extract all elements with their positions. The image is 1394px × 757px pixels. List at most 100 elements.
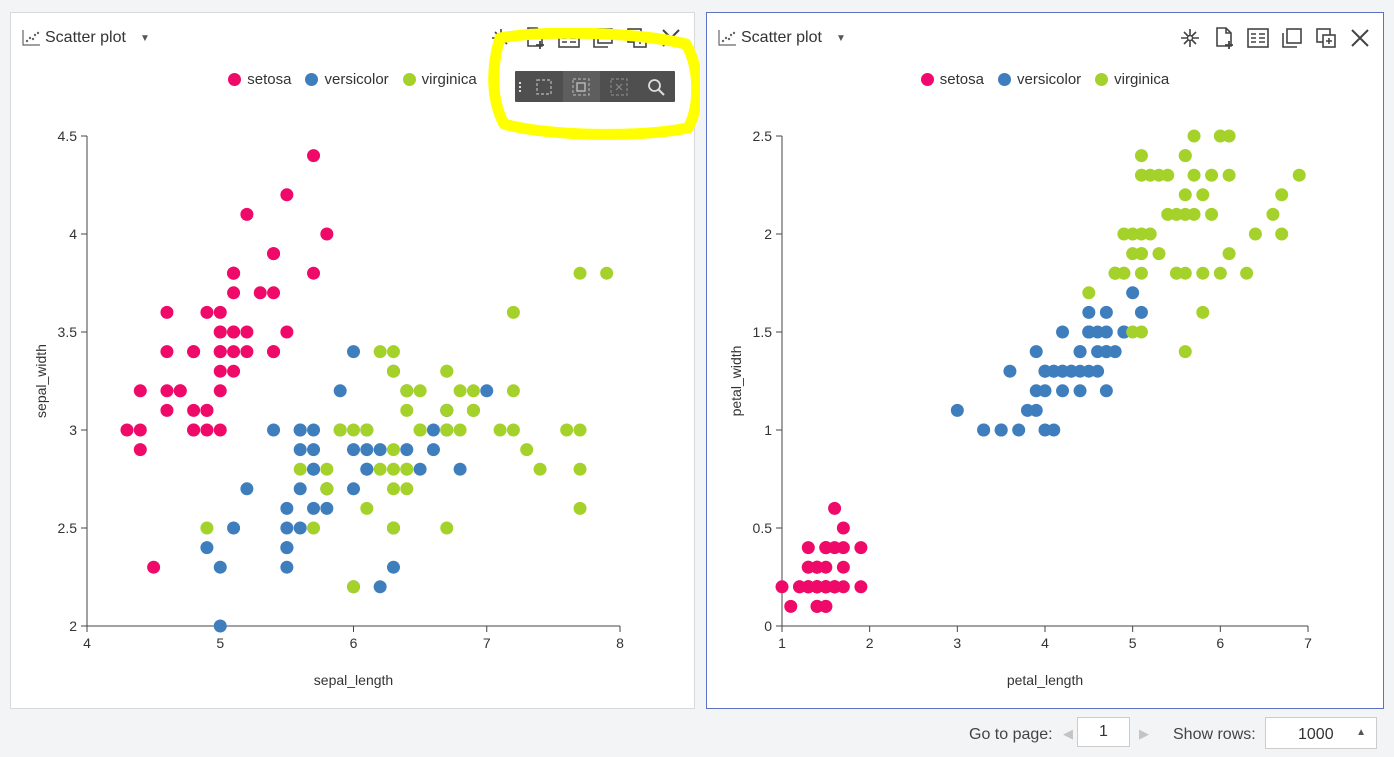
legend-item-setosa[interactable]: setosa xyxy=(920,71,984,88)
data-point-setosa[interactable] xyxy=(836,560,850,574)
chevron-down-icon[interactable]: ▼ xyxy=(139,32,150,44)
data-point-versicolor[interactable] xyxy=(333,384,347,398)
data-point-setosa[interactable] xyxy=(819,541,833,555)
data-point-versicolor[interactable] xyxy=(1108,345,1122,359)
data-point-virginica[interactable] xyxy=(573,501,587,515)
data-point-setosa[interactable] xyxy=(213,345,227,359)
data-point-virginica[interactable] xyxy=(1205,207,1219,221)
data-point-versicolor[interactable] xyxy=(280,541,294,555)
chevron-down-icon[interactable]: ▼ xyxy=(835,32,846,44)
data-point-virginica[interactable] xyxy=(386,482,400,496)
data-point-virginica[interactable] xyxy=(440,403,454,417)
data-point-setosa[interactable] xyxy=(160,305,174,319)
data-point-versicolor[interactable] xyxy=(280,501,294,515)
data-point-virginica[interactable] xyxy=(386,364,400,378)
data-point-virginica[interactable] xyxy=(1196,188,1210,202)
data-point-virginica[interactable] xyxy=(1266,207,1280,221)
data-point-virginica[interactable] xyxy=(400,462,414,476)
data-point-virginica[interactable] xyxy=(1170,266,1183,280)
data-point-setosa[interactable] xyxy=(133,443,147,457)
data-point-virginica[interactable] xyxy=(373,345,387,359)
data-point-virginica[interactable] xyxy=(1248,227,1262,241)
data-point-versicolor[interactable] xyxy=(360,443,374,457)
data-point-versicolor[interactable] xyxy=(267,423,281,437)
data-point-setosa[interactable] xyxy=(828,501,842,515)
data-point-setosa[interactable] xyxy=(133,423,147,437)
data-point-versicolor[interactable] xyxy=(426,443,440,457)
data-point-virginica[interactable] xyxy=(533,462,547,476)
data-point-virginica[interactable] xyxy=(1134,149,1148,163)
data-point-versicolor[interactable] xyxy=(347,443,360,457)
data-point-setosa[interactable] xyxy=(227,364,241,378)
legend-item-virginica[interactable]: virginica xyxy=(402,71,477,88)
panel-title-dropdown[interactable]: Scatter plot ▼ xyxy=(717,27,846,49)
data-point-setosa[interactable] xyxy=(160,345,174,359)
data-point-virginica[interactable] xyxy=(520,443,534,457)
data-point-versicolor[interactable] xyxy=(1082,305,1096,319)
data-point-setosa[interactable] xyxy=(147,560,161,574)
data-point-setosa[interactable] xyxy=(227,286,241,300)
data-point-virginica[interactable] xyxy=(293,462,307,476)
data-point-virginica[interactable] xyxy=(600,266,614,280)
drag-handle-icon[interactable] xyxy=(515,81,525,92)
data-point-versicolor[interactable] xyxy=(213,619,227,633)
data-point-versicolor[interactable] xyxy=(1091,364,1105,378)
data-point-setosa[interactable] xyxy=(120,423,134,437)
axes-icon[interactable] xyxy=(1177,25,1203,51)
data-point-setosa[interactable] xyxy=(213,364,227,378)
data-point-virginica[interactable] xyxy=(560,423,574,437)
data-point-versicolor[interactable] xyxy=(413,462,427,476)
data-point-virginica[interactable] xyxy=(347,423,360,437)
copy-icon[interactable] xyxy=(1279,25,1305,51)
data-point-virginica[interactable] xyxy=(453,423,467,437)
data-point-virginica[interactable] xyxy=(400,403,414,417)
data-point-virginica[interactable] xyxy=(1161,207,1175,221)
data-point-versicolor[interactable] xyxy=(1099,384,1113,398)
data-point-versicolor[interactable] xyxy=(1082,325,1096,339)
data-point-versicolor[interactable] xyxy=(1020,403,1034,417)
data-point-virginica[interactable] xyxy=(1196,305,1210,319)
data-point-virginica[interactable] xyxy=(1222,168,1236,182)
box-select-icon[interactable] xyxy=(525,71,563,102)
data-point-setosa[interactable] xyxy=(187,403,201,417)
data-point-virginica[interactable] xyxy=(573,266,587,280)
box-zoom-icon[interactable] xyxy=(562,71,600,102)
data-point-setosa[interactable] xyxy=(267,286,281,300)
data-point-virginica[interactable] xyxy=(506,305,520,319)
data-point-virginica[interactable] xyxy=(1152,247,1166,261)
data-point-virginica[interactable] xyxy=(573,462,587,476)
data-point-setosa[interactable] xyxy=(267,345,281,359)
data-point-virginica[interactable] xyxy=(413,423,427,437)
data-point-versicolor[interactable] xyxy=(1047,423,1061,437)
data-point-versicolor[interactable] xyxy=(347,482,360,496)
data-point-versicolor[interactable] xyxy=(280,560,294,574)
data-point-versicolor[interactable] xyxy=(1003,364,1017,378)
data-point-versicolor[interactable] xyxy=(1029,345,1043,359)
data-point-virginica[interactable] xyxy=(1143,168,1157,182)
data-point-virginica[interactable] xyxy=(307,521,321,535)
data-point-setosa[interactable] xyxy=(801,541,815,555)
page-number-input[interactable] xyxy=(1077,717,1130,747)
data-point-virginica[interactable] xyxy=(386,443,400,457)
data-point-virginica[interactable] xyxy=(1275,227,1289,241)
data-point-versicolor[interactable] xyxy=(280,521,294,535)
data-point-versicolor[interactable] xyxy=(320,501,334,515)
data-point-virginica[interactable] xyxy=(1205,168,1219,182)
data-point-versicolor[interactable] xyxy=(1056,325,1070,339)
data-point-versicolor[interactable] xyxy=(453,462,467,476)
data-point-virginica[interactable] xyxy=(1178,345,1192,359)
data-point-virginica[interactable] xyxy=(1275,188,1289,202)
data-point-setosa[interactable] xyxy=(187,423,201,437)
data-point-versicolor[interactable] xyxy=(386,560,400,574)
data-point-versicolor[interactable] xyxy=(1126,286,1140,300)
data-point-virginica[interactable] xyxy=(440,364,454,378)
data-point-virginica[interactable] xyxy=(453,384,467,398)
data-point-versicolor[interactable] xyxy=(1056,384,1070,398)
data-point-setosa[interactable] xyxy=(280,325,294,339)
legend-item-setosa[interactable]: setosa xyxy=(228,71,291,88)
data-point-setosa[interactable] xyxy=(160,384,174,398)
data-point-setosa[interactable] xyxy=(810,599,824,613)
data-point-versicolor[interactable] xyxy=(307,423,321,437)
data-point-versicolor[interactable] xyxy=(1134,305,1148,319)
data-point-versicolor[interactable] xyxy=(1099,325,1113,339)
